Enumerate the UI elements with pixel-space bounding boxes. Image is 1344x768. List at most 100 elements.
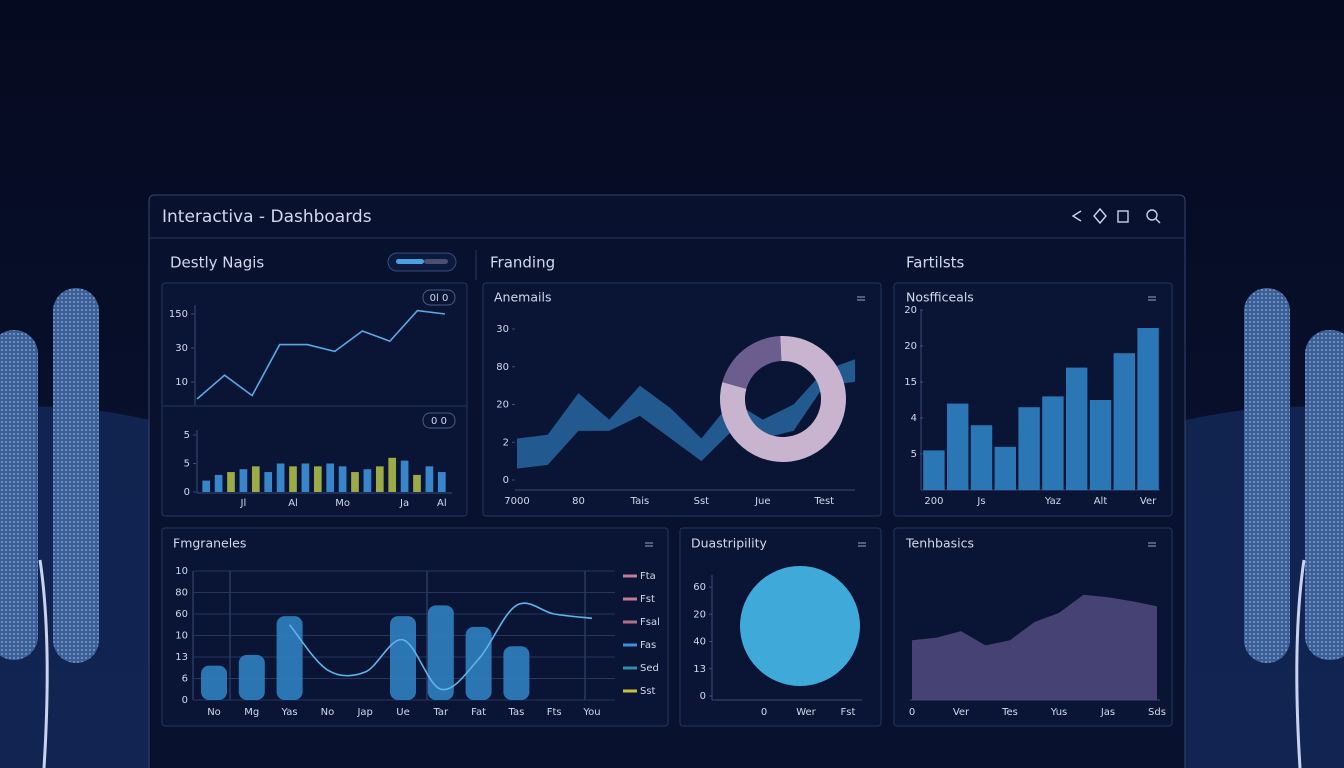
- settings-icon[interactable]: [1093, 207, 1107, 225]
- bar: [214, 474, 223, 492]
- y-tick-label: 10: [175, 631, 188, 642]
- y-tick-label: 2: [503, 437, 509, 448]
- badge[interactable]: 0 0: [422, 412, 456, 429]
- legend-swatch: [623, 689, 637, 693]
- x-tick-label: Mg: [244, 707, 259, 718]
- x-tick-label: 0: [909, 707, 915, 718]
- bar: [1137, 328, 1159, 490]
- bar: [301, 463, 310, 492]
- legend-label: Fst: [640, 594, 655, 605]
- x-tick-label: Tas: [508, 707, 525, 718]
- bar: [1113, 353, 1136, 490]
- y-tick-label: 10: [175, 566, 188, 577]
- x-tick-label: Ja: [399, 498, 409, 509]
- bar: [437, 472, 446, 492]
- y-tick-label: 60: [175, 609, 188, 620]
- legend-swatch: [623, 620, 637, 624]
- share-icon[interactable]: [1071, 210, 1082, 222]
- side-decoration: [0, 288, 1344, 768]
- toggle[interactable]: [387, 252, 457, 272]
- bar: [338, 466, 347, 492]
- x-tick-label: 7000: [504, 496, 529, 507]
- x-tick-label: Test: [813, 496, 834, 507]
- x-tick-label: 80: [572, 496, 585, 507]
- bar: [400, 460, 409, 492]
- y-tick-label: 5: [184, 430, 190, 441]
- chart-title: Fmgraneles: [173, 536, 246, 551]
- y-tick-label: 20: [693, 609, 706, 620]
- y-tick-label: 5: [911, 449, 917, 460]
- bar: [238, 654, 265, 700]
- y-tick-label: 40: [693, 637, 706, 648]
- y-tick-label: 80: [496, 362, 509, 373]
- x-tick-label: Ue: [396, 707, 409, 718]
- bar: [994, 446, 1017, 490]
- x-tick-label: You: [582, 707, 600, 718]
- copy-icon[interactable]: [1117, 210, 1129, 223]
- section-title: Franding: [490, 254, 555, 272]
- header-icons[interactable]: [1071, 207, 1161, 225]
- x-tick-label: Jap: [356, 707, 372, 718]
- bar: [970, 425, 993, 490]
- bar: [388, 457, 397, 492]
- bar: [227, 472, 235, 492]
- bar: [313, 466, 322, 492]
- line: [196, 309, 446, 400]
- pie-slice: [740, 566, 860, 686]
- y-tick-label: 13: [175, 652, 188, 663]
- bar: [375, 466, 384, 492]
- x-tick-label: Jl: [240, 498, 247, 509]
- x-tick-label: Al: [288, 498, 298, 509]
- bar: [351, 472, 359, 492]
- y-tick-label: 20: [496, 400, 509, 411]
- bar: [276, 616, 303, 700]
- y-tick-label: 30: [496, 324, 509, 335]
- x-tick-label: Jue: [754, 496, 770, 507]
- y-tick-label: 20: [904, 305, 917, 316]
- x-tick-label: Ver: [1140, 496, 1157, 507]
- x-tick-label: Js: [976, 496, 985, 507]
- y-tick-label: 0: [700, 691, 706, 702]
- badge-label: 0l 0: [430, 293, 449, 304]
- bar: [1065, 367, 1088, 490]
- bar: [1018, 407, 1040, 490]
- section-title: Fartilsts: [906, 254, 965, 272]
- chart-title: Tenhbasics: [905, 536, 974, 551]
- x-tick-label: Yaz: [1044, 496, 1061, 507]
- panel-menu-icons[interactable]: [645, 296, 1156, 547]
- search-icon[interactable]: [1146, 209, 1158, 221]
- section-title: Destly Nagis: [170, 254, 264, 272]
- x-tick-label: No: [321, 707, 335, 718]
- x-tick-label: Mo: [335, 498, 350, 509]
- badge[interactable]: 0l 0: [422, 289, 456, 306]
- legend-label: Fas: [640, 640, 656, 651]
- area: [912, 594, 1157, 700]
- legend-swatch: [623, 597, 637, 601]
- chart-title: Duastripility: [691, 536, 767, 551]
- bar: [427, 605, 454, 700]
- x-tick-label: Fst: [841, 707, 856, 718]
- bar: [276, 463, 285, 492]
- search-handle: [1155, 218, 1161, 224]
- y-tick-label: 80: [175, 588, 188, 599]
- bar: [289, 466, 297, 492]
- y-tick-label: 30: [175, 343, 188, 354]
- x-tick-label: Ver: [953, 707, 970, 718]
- bar: [264, 472, 273, 492]
- y-tick-label: 4: [911, 413, 917, 424]
- x-tick-label: Jas: [1100, 707, 1115, 718]
- bar: [1089, 400, 1112, 490]
- y-tick-label: 20: [904, 341, 917, 352]
- x-tick-label: 200: [924, 496, 943, 507]
- x-tick-label: Tais: [630, 496, 650, 507]
- y-tick-label: 15: [904, 377, 917, 388]
- y-tick-label: 5: [184, 459, 190, 470]
- legend-swatch: [623, 643, 637, 647]
- x-tick-label: 0: [761, 707, 767, 718]
- x-tick-label: Al: [437, 498, 447, 509]
- y-tick-label: 60: [693, 582, 706, 593]
- x-tick-label: Fts: [547, 707, 562, 718]
- x-tick-label: Yas: [281, 707, 298, 718]
- chart-title: Anemails: [494, 290, 551, 305]
